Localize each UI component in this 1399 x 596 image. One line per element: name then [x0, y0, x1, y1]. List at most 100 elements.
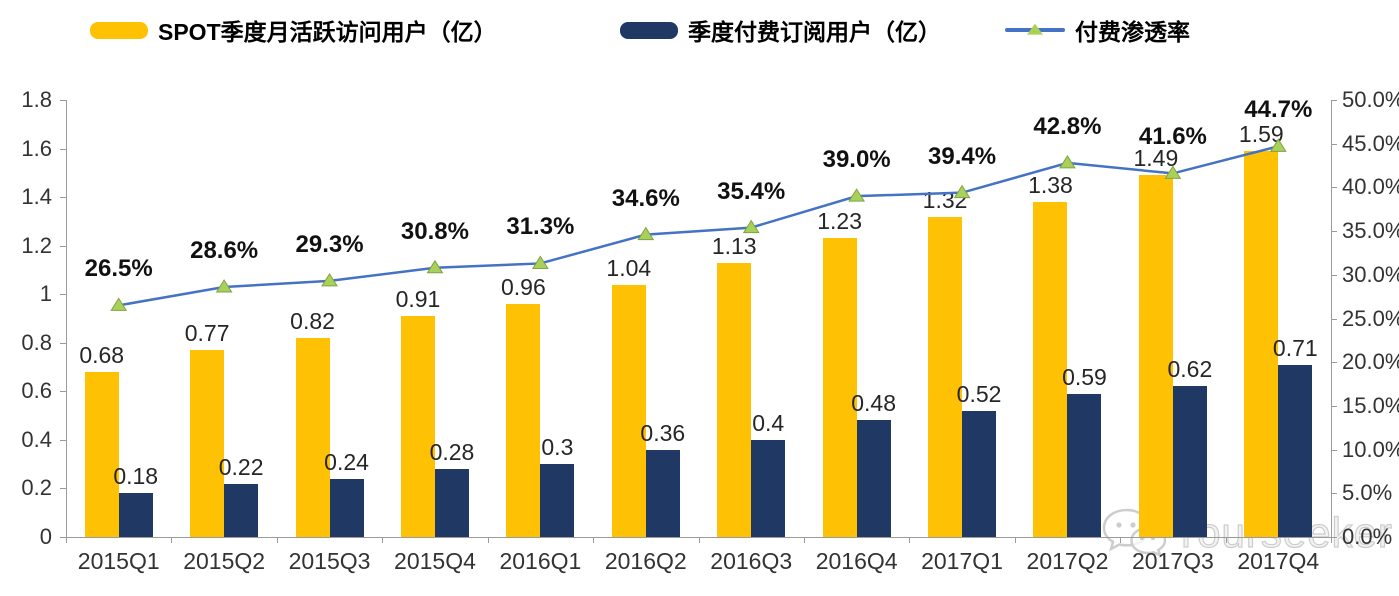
left-axis-tick [60, 148, 66, 150]
legend-item-mau: SPOT季度月活跃访问用户（亿） [90, 14, 497, 46]
right-axis-tick-label: 0.0% [1342, 524, 1393, 549]
line-marker-swatch [1005, 23, 1065, 35]
triangle-marker-icon [848, 188, 866, 202]
mau-bar [1138, 175, 1173, 537]
triangle-marker-icon [1269, 138, 1287, 152]
x-axis-category-label: 2015Q2 [183, 548, 266, 574]
penetration-value-label: 31.3% [506, 213, 575, 241]
subs-bar [962, 410, 997, 537]
x-axis-boundary-tick [1225, 537, 1227, 543]
subs-bar [118, 493, 153, 537]
right-axis-tick-label: 40.0% [1342, 174, 1399, 200]
right-axis-tick [1331, 187, 1337, 189]
right-axis-tick-label: 35.0% [1342, 218, 1399, 244]
mau-bar [400, 316, 435, 537]
subs-bar [751, 439, 786, 537]
left-axis-line [66, 100, 67, 537]
left-axis-tick [60, 342, 66, 344]
x-axis-category-label: 2017Q3 [1131, 548, 1214, 574]
left-axis-tick-label: 1 [39, 281, 52, 307]
right-axis-tick-label: 10.0% [1342, 436, 1399, 462]
mau-bar [1244, 150, 1279, 537]
triangle-marker-icon [215, 279, 233, 293]
left-axis-tick-label: 1.2 [21, 232, 52, 258]
subs-value-label: 0.71 [1272, 334, 1318, 361]
right-axis-tick [1331, 362, 1337, 364]
mau-value-label: 1.04 [606, 254, 652, 281]
x-axis-category-label: 2015Q1 [77, 548, 160, 574]
right-axis-tick-label: 5.0% [1342, 480, 1393, 506]
triangle-marker-icon [110, 297, 128, 311]
mau-value-label: 1.38 [1028, 171, 1073, 198]
x-axis-category-label: 2015Q3 [288, 548, 371, 574]
legend-label-mau: SPOT季度月活跃访问用户（亿） [158, 19, 497, 45]
subs-value-label: 0.28 [429, 439, 475, 466]
triangle-marker-icon [953, 184, 971, 199]
right-axis-tick [1331, 493, 1337, 495]
mau-bar [295, 337, 330, 537]
penetration-value-label: 28.6% [190, 237, 259, 265]
subs-bar [1067, 393, 1102, 537]
mau-value-label: 1.13 [711, 232, 757, 259]
right-axis-tick [1331, 100, 1337, 101]
x-axis-boundary-tick [698, 537, 700, 543]
penetration-value-label: 29.3% [295, 230, 364, 258]
penetration-value-label: 39.4% [928, 142, 997, 170]
penetration-value-label: 26.5% [84, 255, 153, 283]
left-axis-tick [60, 245, 66, 247]
mau-bar [611, 284, 646, 537]
mau-bar [190, 350, 225, 537]
left-axis-tick-label: 1.6 [21, 135, 52, 161]
right-axis-tick-label: 25.0% [1342, 305, 1399, 331]
left-axis-tick-label: 0.6 [21, 378, 52, 404]
triangle-marker-icon [321, 272, 338, 287]
x-axis-boundary-tick [803, 537, 805, 543]
legend: SPOT季度月活跃访问用户（亿） 季度付费订阅用户（亿） 付费渗透率 [0, 14, 1399, 50]
mau-value-label: 0.96 [500, 273, 546, 300]
x-axis-boundary-tick [909, 537, 911, 543]
right-axis-tick [1331, 449, 1337, 451]
subs-value-label: 0.36 [640, 419, 686, 446]
x-axis-category-label: 2017Q2 [1026, 548, 1109, 574]
subs-bar [540, 464, 575, 537]
subs-bar-swatch [620, 21, 678, 39]
x-axis-boundary-tick [276, 537, 278, 543]
mau-bar [506, 303, 541, 537]
x-axis-category-label: 2016Q2 [604, 548, 687, 574]
triangle-marker-icon [531, 255, 549, 269]
penetration-value-label: 42.8% [1033, 112, 1102, 140]
subs-value-label: 0.3 [541, 434, 574, 461]
left-axis-tick-label: 0.4 [21, 426, 52, 452]
triangle-marker-icon [1164, 165, 1182, 179]
left-axis-tick [60, 294, 66, 296]
subs-value-label: 0.48 [851, 390, 897, 417]
left-axis-tick-label: 1.4 [21, 184, 52, 210]
penetration-value-label: 34.6% [611, 184, 680, 212]
subs-value-label: 0.22 [218, 453, 264, 480]
triangle-marker-icon [637, 226, 655, 241]
subs-value-label: 0.18 [113, 463, 159, 490]
right-axis-tick [1331, 231, 1337, 233]
mau-bar-swatch [90, 21, 148, 39]
right-axis-tick-label: 30.0% [1342, 261, 1399, 287]
subs-bar [434, 469, 469, 537]
right-axis-tick [1331, 274, 1337, 276]
subs-value-label: 0.4 [752, 409, 785, 436]
legend-label-penetration: 付费渗透率 [1075, 19, 1190, 45]
penetration-line [110, 138, 1287, 311]
mau-value-label: 0.82 [290, 307, 335, 334]
right-axis-tick [1331, 143, 1337, 145]
mau-value-label: 1.23 [817, 208, 863, 235]
left-axis-tick-label: 0.8 [21, 329, 52, 355]
triangle-marker-icon [1059, 154, 1076, 169]
left-axis-tick-label: 1.8 [21, 87, 52, 112]
mau-bar [84, 371, 119, 537]
right-axis-tick-label: 15.0% [1342, 392, 1399, 418]
triangle-marker-icon [1027, 23, 1043, 35]
x-axis-category-label: 2016Q1 [499, 548, 582, 574]
right-axis-tick [1331, 318, 1337, 320]
left-axis-tick [60, 488, 66, 490]
mau-bar [1033, 201, 1068, 537]
left-axis-tick [60, 439, 66, 441]
mau-bar [717, 262, 752, 537]
